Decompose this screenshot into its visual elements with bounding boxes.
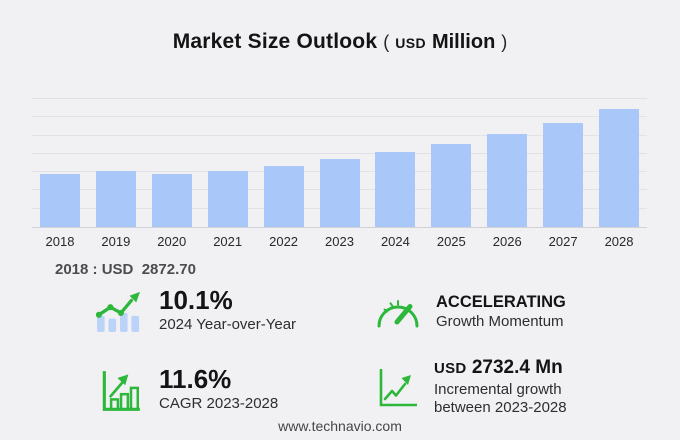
yoy-value: 10.1% — [159, 285, 233, 315]
stat-cagr: 11.6% CAGR 2023-2028 — [95, 364, 279, 413]
x-axis-label: 2018 — [45, 234, 75, 249]
plot-area — [32, 98, 647, 228]
chart-title-currency: USD — [395, 35, 426, 51]
chart-title: Market Size Outlook ( USD Million ) — [0, 30, 680, 54]
chart-title-open-paren: ( — [383, 32, 390, 52]
gridline — [32, 116, 647, 118]
bar-2024 — [375, 151, 416, 227]
yoy-label: 2024 Year-over-Year — [159, 316, 297, 334]
bar-2027 — [543, 122, 584, 227]
website-url: www.technavio.com — [278, 418, 402, 434]
trend-bars-icon — [95, 291, 141, 332]
cagr-label: CAGR 2023-2028 — [159, 395, 279, 413]
bar-growth-icon — [102, 370, 140, 411]
chart-title-close-paren: ) — [501, 32, 508, 52]
x-axis-label: 2027 — [548, 234, 578, 249]
line-growth-icon — [379, 368, 417, 407]
gridline — [32, 98, 647, 99]
bar-2026 — [487, 134, 528, 227]
base-year-callout: 2018 : USD 2872.70 — [55, 261, 196, 278]
x-axis-label: 2022 — [269, 234, 299, 249]
x-axis-label: 2020 — [157, 234, 187, 249]
x-axis-labels: 2018 2019 2020 2021 2022 2023 2024 2025 2026 2027… — [32, 234, 647, 250]
x-axis-label: 2028 — [604, 234, 634, 249]
bar-2019 — [95, 170, 136, 227]
gridline — [32, 134, 647, 136]
stat-growth-momentum: ACCELERATING Growth Momentum — [374, 292, 566, 332]
x-axis-label: 2019 — [101, 234, 131, 249]
stat-incremental-growth: USD 2732.4 Mn Incremental growth between… — [374, 357, 602, 417]
gauge-icon — [377, 300, 419, 328]
x-axis-label: 2021 — [213, 234, 243, 249]
momentum-label: Growth Momentum — [436, 313, 564, 331]
x-axis-label: 2025 — [436, 234, 466, 249]
gridline — [32, 152, 647, 154]
bar-2023 — [319, 158, 360, 227]
stat-year-over-year: 10.1% 2024 Year-over-Year — [93, 285, 297, 334]
bar-2022 — [263, 165, 304, 227]
incremental-value-currency: USD — [434, 360, 467, 377]
chart-title-main: Market Size Outlook — [172, 30, 378, 53]
incremental-label: Incremental growth between 2023-2028 — [434, 380, 567, 416]
bar-2018 — [39, 174, 80, 227]
bar-2021 — [207, 170, 248, 227]
incremental-value-amount: 2732.4 Mn — [471, 357, 563, 378]
x-axis-label: 2023 — [325, 234, 354, 249]
x-axis-label: 2024 — [380, 234, 410, 249]
chart-title-unit: Million — [431, 31, 496, 53]
x-axis-label: 2026 — [492, 234, 522, 249]
momentum-value: ACCELERATING — [436, 292, 566, 311]
cagr-value: 11.6% — [159, 364, 232, 394]
incremental-value: USD 2732.4 Mn — [434, 357, 602, 379]
bar-2028 — [599, 108, 640, 227]
bar-2025 — [431, 143, 472, 227]
bar-2020 — [151, 174, 192, 227]
